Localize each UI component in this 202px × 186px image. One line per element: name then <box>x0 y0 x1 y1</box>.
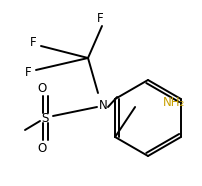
Text: F: F <box>96 12 103 25</box>
Text: O: O <box>37 142 46 155</box>
Text: F: F <box>25 65 31 78</box>
Text: N: N <box>98 99 107 111</box>
Text: F: F <box>29 36 36 49</box>
Text: NH₂: NH₂ <box>162 95 184 108</box>
Text: S: S <box>41 111 48 124</box>
Text: O: O <box>37 81 46 94</box>
